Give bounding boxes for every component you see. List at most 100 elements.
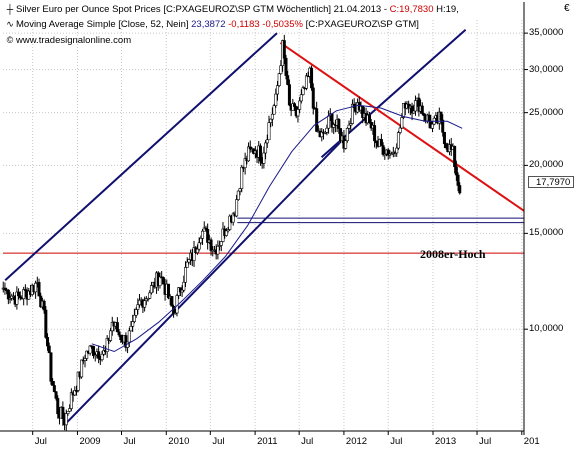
candle-body [301, 87, 305, 95]
candle-body [231, 213, 235, 223]
candle-body [395, 147, 399, 154]
candle-body [386, 149, 390, 156]
candle-body [51, 380, 55, 386]
last-price-label: 17,7970 [528, 176, 574, 188]
candle-body [73, 390, 77, 396]
legend-ma-value: 23,3872 [191, 19, 226, 30]
candle-body [127, 330, 131, 343]
x-tick-label: Jul [34, 436, 47, 447]
candle-body [431, 123, 435, 129]
y-tick-label: 35,0000 [529, 27, 564, 39]
plot-frame-layer [0, 2, 528, 435]
candle-body [66, 410, 70, 414]
candle-body [49, 352, 53, 382]
candle-body [422, 113, 426, 117]
candle-body [52, 385, 56, 392]
legend-price: ┼ Silver Euro per Ounce Spot Prices [C:PX… [4, 4, 459, 15]
moving-average-layer [91, 104, 463, 353]
candle-body [228, 215, 232, 230]
candle-body [148, 292, 152, 299]
candle-body [291, 103, 295, 111]
candle-body [6, 289, 10, 300]
candle-body [23, 289, 27, 291]
candle-body [279, 65, 283, 74]
candle-body [441, 119, 445, 133]
candle-body [299, 94, 303, 102]
x-tick-label: 2009 [79, 436, 101, 447]
candle-body [284, 57, 288, 76]
legend-ma-text: Moving Average Simple [Close, 52, Nein] [16, 19, 192, 30]
candle-body [304, 75, 308, 89]
candle-body [315, 108, 319, 132]
candle-body [412, 110, 416, 114]
candle-body [76, 371, 80, 391]
candle-body [170, 296, 174, 307]
x-tick-label: 2010 [168, 436, 190, 447]
candle-body [80, 359, 84, 378]
candle-body [417, 97, 421, 112]
candle-body [149, 285, 153, 294]
candlestick-icon: ┼ [6, 4, 14, 14]
candle-body [199, 238, 203, 244]
candle-body [398, 127, 402, 133]
candle-body [134, 309, 138, 316]
candle-body [361, 106, 365, 118]
candle-body [332, 124, 336, 128]
legend-price-close: C:19,7830 [389, 4, 434, 15]
y-tick-label: 20,0000 [529, 159, 564, 171]
candle-body [192, 247, 196, 261]
candle-body [444, 143, 448, 148]
legend-ma-symbol: [C:PXAGEUROZ\SP GTM] [302, 19, 419, 30]
candle-body [337, 118, 341, 129]
candle-body [44, 309, 48, 338]
candle-body [64, 413, 68, 426]
candle-body [442, 131, 446, 145]
candle-body [110, 321, 114, 332]
candle-body [105, 337, 109, 352]
candle-body [34, 282, 38, 293]
x-tick-label: 201 [523, 436, 540, 447]
x-tick-label: Jul [390, 436, 403, 447]
candle-body [275, 85, 279, 95]
candle-body [47, 345, 51, 353]
candle-body [15, 291, 19, 305]
candle-body [293, 103, 297, 107]
candle-body [218, 245, 222, 247]
legend-price-high: H:19, [433, 4, 459, 15]
candle-body [265, 139, 269, 144]
x-tick-label: 2011 [257, 436, 278, 447]
candle-body [396, 132, 400, 149]
candle-body [379, 139, 383, 146]
candle-body [339, 128, 343, 142]
candle-body [248, 146, 252, 150]
channel-lower [66, 142, 341, 423]
line-icon: ∿ [6, 19, 14, 29]
candle-body [61, 406, 65, 419]
candle-body [3, 287, 7, 291]
candle-body [158, 276, 162, 287]
x-tick-label: Jul [301, 436, 314, 447]
candle-body [413, 100, 417, 112]
candle-body [458, 185, 462, 194]
candle-body [272, 105, 276, 115]
candle-body [235, 199, 239, 217]
y-tick-label: 15,0000 [529, 227, 564, 239]
candle-body [17, 291, 21, 297]
x-tick-label: 2013 [434, 436, 457, 447]
candle-body [115, 322, 119, 333]
candle-body [37, 282, 41, 297]
candle-body [381, 145, 385, 155]
copyright-icon: © [6, 35, 14, 45]
y-tick-label: 10,0000 [529, 323, 564, 335]
candle-body [56, 398, 60, 415]
candle-body [197, 242, 201, 250]
candle-body [46, 337, 50, 347]
legend-ma-change: -0,1183 -0,5035% [225, 19, 303, 30]
candle-body [187, 259, 191, 263]
candle-body [296, 109, 300, 117]
candle-body [350, 103, 354, 124]
candle-body [97, 351, 101, 359]
candle-body [226, 229, 230, 232]
